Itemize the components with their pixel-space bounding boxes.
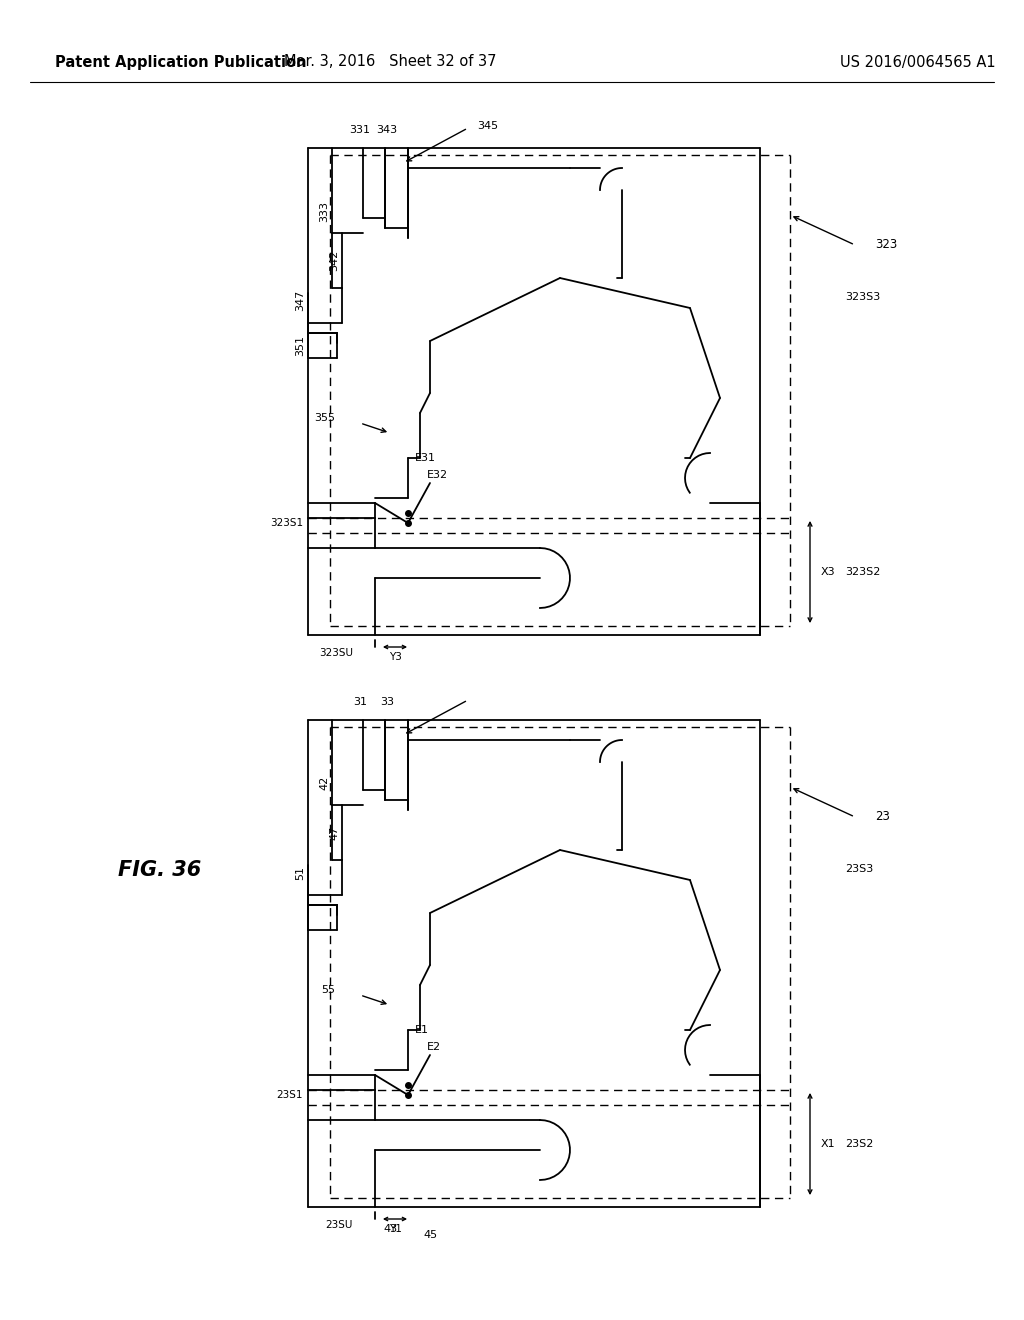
Text: E31: E31 <box>415 453 436 463</box>
Text: 23S2: 23S2 <box>845 1139 873 1148</box>
Text: 33: 33 <box>380 697 394 708</box>
Text: 55: 55 <box>321 985 335 995</box>
Text: 23: 23 <box>874 810 890 824</box>
Text: 347: 347 <box>295 290 305 312</box>
Text: X1: X1 <box>820 1139 836 1148</box>
Text: X3: X3 <box>820 568 836 577</box>
Text: 43: 43 <box>383 1224 397 1234</box>
Text: 23S1: 23S1 <box>276 1090 303 1100</box>
Text: 351: 351 <box>295 335 305 356</box>
Text: 47: 47 <box>329 825 339 840</box>
Text: Patent Application Publication: Patent Application Publication <box>55 54 306 70</box>
Text: 331: 331 <box>349 125 371 135</box>
Text: 333: 333 <box>319 201 329 222</box>
Text: Y1: Y1 <box>388 1224 401 1234</box>
Text: 342: 342 <box>329 249 339 271</box>
Text: FIG. 36: FIG. 36 <box>118 861 202 880</box>
Text: Mar. 3, 2016   Sheet 32 of 37: Mar. 3, 2016 Sheet 32 of 37 <box>284 54 497 70</box>
Text: 51: 51 <box>295 866 305 879</box>
Text: 45: 45 <box>423 1230 437 1239</box>
Text: 323SU: 323SU <box>319 648 353 657</box>
Text: E32: E32 <box>427 470 449 480</box>
Text: E2: E2 <box>427 1041 441 1052</box>
Text: 23SU: 23SU <box>326 1220 353 1230</box>
Text: 323S3: 323S3 <box>845 292 881 301</box>
Text: 355: 355 <box>314 413 335 422</box>
Text: E1: E1 <box>415 1026 429 1035</box>
Text: 23S3: 23S3 <box>845 863 873 874</box>
Text: 323S2: 323S2 <box>845 568 881 577</box>
Text: US 2016/0064565 A1: US 2016/0064565 A1 <box>840 54 995 70</box>
Text: 345: 345 <box>477 121 499 131</box>
Text: 323S1: 323S1 <box>270 517 303 528</box>
Text: 42: 42 <box>319 776 329 791</box>
Text: 31: 31 <box>353 697 367 708</box>
Text: 343: 343 <box>377 125 397 135</box>
Text: 323: 323 <box>874 239 897 252</box>
Text: Y3: Y3 <box>388 652 401 663</box>
